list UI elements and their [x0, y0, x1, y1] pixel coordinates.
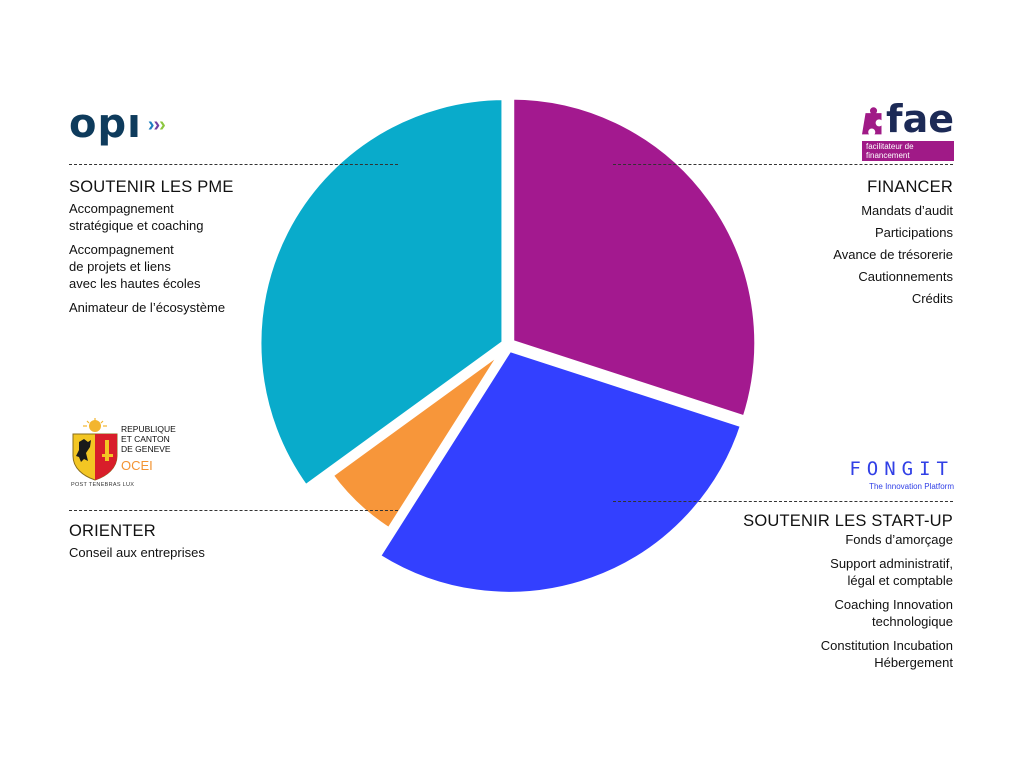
section-startup-item: Fonds d’amorçage: [845, 532, 953, 547]
section-financer-item: Mandats d’audit: [861, 203, 953, 218]
section-financer-item: Cautionnements: [858, 269, 953, 284]
section-startup-heading: SOUTENIR LES START-UP: [743, 512, 953, 530]
section-pme-item: Accompagnement de projets et liens avec …: [69, 242, 201, 291]
section-startup-item: Constitution Incubation Hébergement: [820, 638, 953, 670]
pie-slice-orienter: [327, 344, 509, 534]
section-startup-item: Coaching Innovation technologique: [834, 597, 953, 629]
pme-divider: [69, 164, 398, 165]
section-orienter-item: Conseil aux entreprises: [69, 545, 205, 560]
geneve-logo: REPUBLIQUE ET CANTON DE GENEVE OCEI POST…: [69, 418, 199, 498]
chevron-2-icon: ›: [153, 114, 161, 136]
chevron-3-icon: ›: [159, 114, 166, 136]
section-financer-item: Avance de trésorerie: [833, 247, 953, 262]
puzzle-icon: [862, 107, 882, 135]
section-financer: FINANCER Mandats d’audit Participations …: [700, 178, 953, 312]
section-pme-item: Animateur de l’écosystème: [69, 300, 226, 315]
fae-logo-word: fae: [886, 97, 954, 141]
section-pme-heading: SOUTENIR LES PME: [69, 178, 234, 196]
coat-of-arms-icon: [72, 418, 118, 481]
section-pme: SOUTENIR LES PME Accompagnement stratégi…: [69, 178, 329, 323]
geneve-logo-text: REPUBLIQUE ET CANTON DE GENEVE: [121, 424, 176, 454]
pie-slices: [255, 93, 761, 598]
section-financer-item: Crédits: [911, 291, 953, 306]
opi-logo-word: opı: [69, 101, 142, 147]
startup-divider: [613, 501, 953, 502]
geneve-logo-ocei: OCEI: [121, 458, 153, 473]
fongit-logo-word: FONGIT: [849, 458, 954, 480]
pie-slice-start-up: [374, 345, 747, 598]
section-startup: SOUTENIR LES START-UP Fonds d’amorçage S…: [680, 512, 953, 678]
opi-logo: opı ›››: [69, 104, 166, 144]
geneve-logo-motto: POST TENEBRAS LUX: [71, 482, 135, 488]
section-orienter-heading: ORIENTER: [69, 522, 156, 540]
fae-logo-tagline: facilitateur de financement: [862, 141, 954, 161]
section-startup-item: Support administratif, légal et comptabl…: [830, 556, 953, 588]
financer-divider: [613, 164, 953, 165]
pie-slice-financer: [508, 93, 761, 422]
fongit-logo-tagline: The Innovation Platform: [869, 482, 954, 491]
orienter-divider: [69, 510, 398, 511]
fae-logo: fae facilitateur de financement: [862, 100, 954, 163]
section-pme-item: Accompagnement stratégique et coaching: [69, 201, 204, 233]
fongit-logo: FONGIT The Innovation Platform: [800, 458, 954, 491]
pie-slice-pme: [255, 94, 508, 491]
section-orienter: ORIENTER Conseil aux entreprises: [69, 522, 329, 568]
chevron-1-icon: ›: [147, 114, 155, 136]
section-financer-item: Participations: [874, 225, 953, 240]
section-financer-heading: FINANCER: [867, 178, 953, 196]
